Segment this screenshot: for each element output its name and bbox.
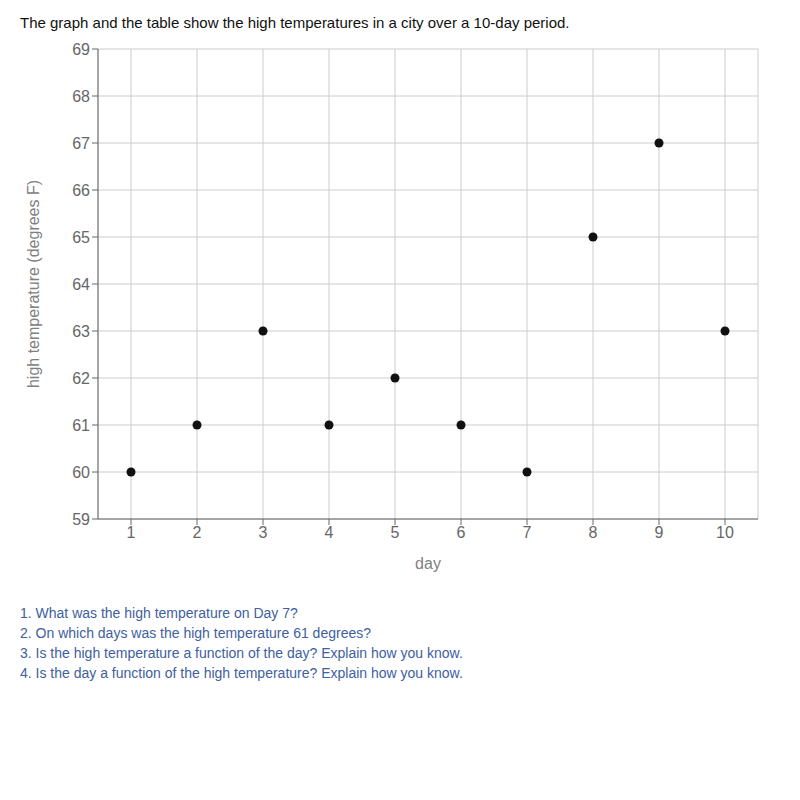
svg-text:1: 1 [127,524,136,541]
svg-text:4: 4 [325,524,334,541]
html-text:1. What was the high temperatu: 1. What was the high temperature on Day … [20,605,298,621]
svg-text:62: 62 [72,370,90,387]
svg-text:high temperature (degrees F): high temperature (degrees F) [25,180,42,388]
html-text:3. Is the high temperature a f: 3. Is the high temperature a function of… [20,645,463,661]
html-text:2. On which days was the high: 2. On which days was the high temperatur… [20,625,371,641]
svg-text:65: 65 [72,229,90,246]
svg-text:61: 61 [72,417,90,434]
svg-text:68: 68 [72,88,90,105]
svg-text:7: 7 [523,524,532,541]
html-text:The graph and the table show t: The graph and the table show the high te… [20,14,570,31]
svg-text:59: 59 [72,511,90,528]
svg-text:5: 5 [391,524,400,541]
svg-text:66: 66 [72,182,90,199]
svg-text:day: day [415,555,441,572]
svg-text:69: 69 [72,41,90,58]
svg-text:2: 2 [193,524,202,541]
svg-text:8: 8 [589,524,598,541]
svg-text:10: 10 [716,524,734,541]
svg-text:60: 60 [72,464,90,481]
html-text:4. Is the day a function of th: 4. Is the day a function of the high tem… [20,665,463,681]
svg-text:9: 9 [655,524,664,541]
svg-text:63: 63 [72,323,90,340]
svg-text:67: 67 [72,135,90,152]
svg-text:3: 3 [259,524,268,541]
svg-text:6: 6 [457,524,466,541]
svg-text:64: 64 [72,276,90,293]
